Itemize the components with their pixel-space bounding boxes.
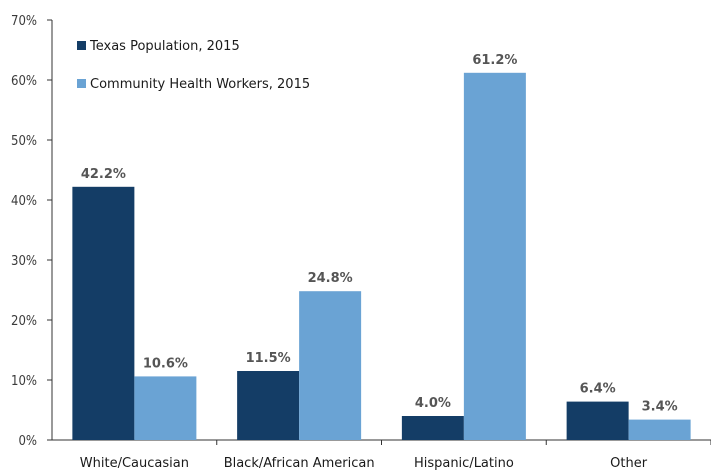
legend-swatch-texas-population xyxy=(77,41,86,50)
bar-hispanic-latino-series-1 xyxy=(401,416,464,440)
legend-label-community-health-workers: Community Health Workers, 2015 xyxy=(90,77,310,92)
bar-white-caucasian-series-2 xyxy=(134,376,197,440)
bar-white-caucasian-series-1 xyxy=(72,186,135,440)
data-label: 3.4% xyxy=(642,400,678,415)
y-tick-label: 50% xyxy=(11,134,37,149)
bar-other-series-2 xyxy=(628,419,691,440)
y-tick-label: 10% xyxy=(11,374,37,389)
y-axis-ticks: 0% 10% 20% 30% 40% 50% 60% 70% xyxy=(11,14,52,449)
legend-swatch-community-health-workers xyxy=(77,79,86,88)
data-label: 10.6% xyxy=(143,356,188,371)
data-labels: 42.2% 10.6% 11.5% 24.8% 4.0% 61.2% 6.4% 3.4% xyxy=(81,53,678,415)
y-tick-label: 20% xyxy=(11,314,37,329)
y-tick-label: 40% xyxy=(11,194,37,209)
category-label: Black/African American xyxy=(224,456,375,471)
data-label: 24.8% xyxy=(308,271,353,286)
data-label: 11.5% xyxy=(246,351,291,366)
data-label: 4.0% xyxy=(415,396,451,411)
legend: Texas Population, 2015 Community Health … xyxy=(77,39,310,92)
bars xyxy=(72,72,691,441)
y-tick-label: 70% xyxy=(11,14,37,29)
data-label: 61.2% xyxy=(472,53,517,68)
category-label: White/Caucasian xyxy=(80,456,189,471)
bar-hispanic-latino-series-2 xyxy=(463,72,526,441)
legend-label-texas-population: Texas Population, 2015 xyxy=(89,39,240,54)
bar-black-african-american-series-1 xyxy=(237,371,300,440)
category-labels: White/Caucasian Black/African American His… xyxy=(80,440,711,471)
y-tick-label: 30% xyxy=(11,254,37,269)
data-label: 42.2% xyxy=(81,167,126,182)
category-label: Hispanic/Latino xyxy=(414,456,514,471)
data-label: 6.4% xyxy=(580,382,616,397)
y-tick-label: 60% xyxy=(11,74,37,89)
y-tick-label: 0% xyxy=(18,434,37,449)
bar-other-series-1 xyxy=(566,401,629,440)
bar-black-african-american-series-2 xyxy=(299,291,362,440)
category-label: Other xyxy=(610,456,648,471)
